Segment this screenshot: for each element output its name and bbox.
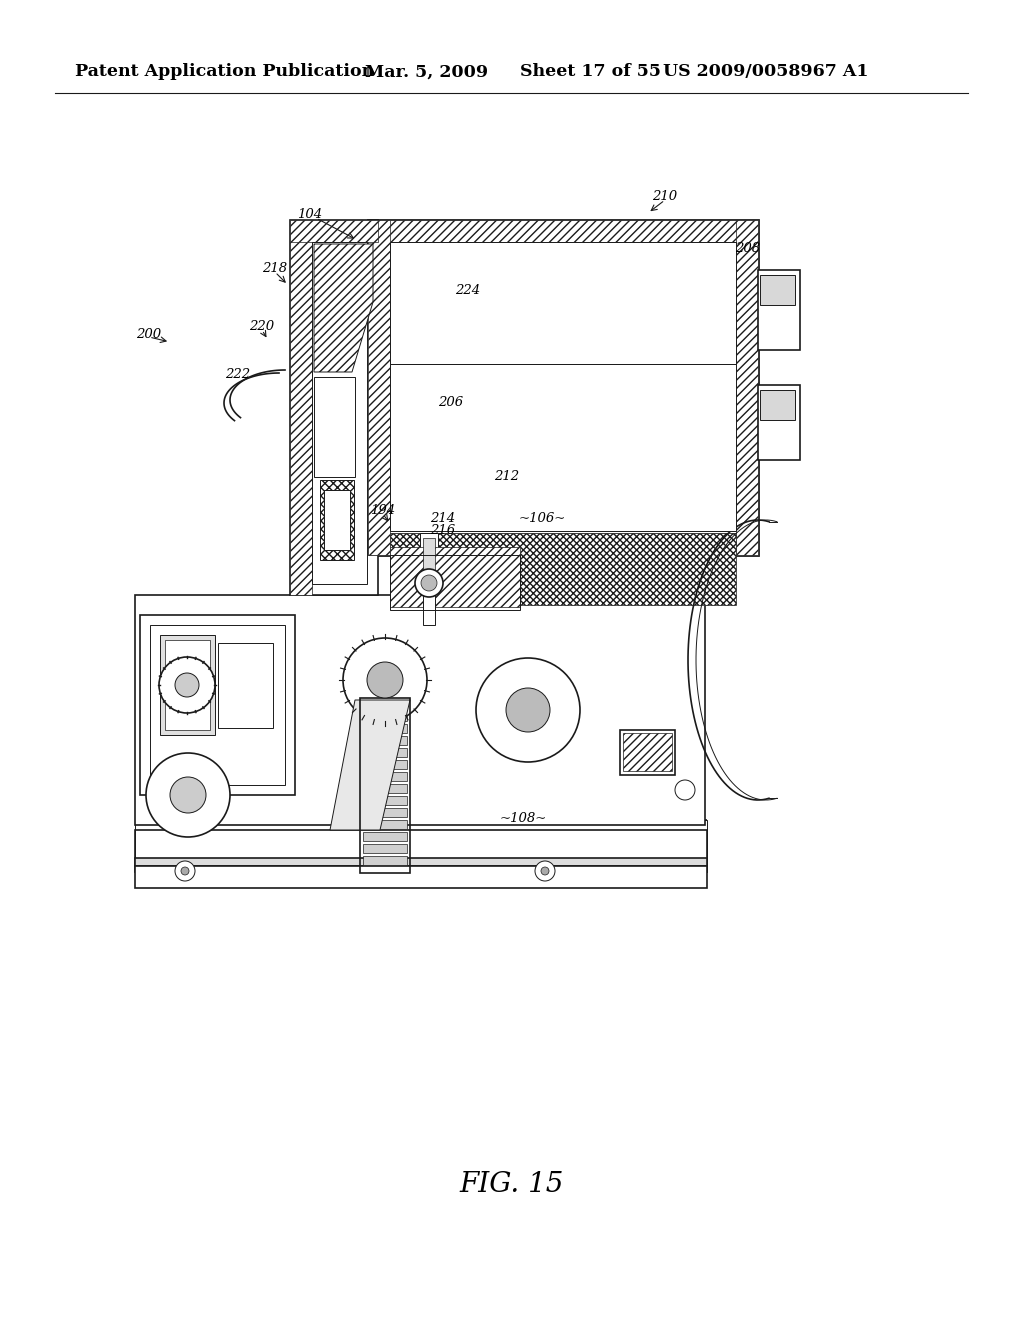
Bar	[758, 271, 800, 350]
Text: ~106~: ~106~	[518, 511, 565, 524]
Bar	[760, 389, 795, 420]
Circle shape	[170, 777, 206, 813]
Circle shape	[476, 657, 580, 762]
Bar	[362, 760, 407, 770]
Circle shape	[541, 867, 549, 875]
Bar	[362, 748, 407, 756]
Text: 224: 224	[456, 284, 480, 297]
Bar	[760, 275, 795, 305]
Text: 200: 200	[136, 327, 162, 341]
Bar	[362, 723, 407, 733]
Polygon shape	[314, 244, 373, 372]
Bar	[362, 855, 407, 865]
Text: Patent Application Publication: Patent Application Publication	[75, 63, 374, 81]
Bar	[362, 808, 407, 817]
Text: 206: 206	[438, 396, 464, 409]
Bar	[150, 624, 285, 785]
Bar	[218, 643, 273, 729]
Circle shape	[159, 657, 215, 713]
Text: US 2009/0058967 A1: US 2009/0058967 A1	[663, 63, 868, 81]
Text: 212: 212	[495, 470, 519, 483]
Circle shape	[506, 688, 550, 733]
Bar	[368, 220, 390, 554]
Bar	[360, 698, 410, 873]
Bar	[319, 480, 354, 560]
Bar	[290, 220, 312, 595]
Text: 210: 210	[652, 190, 678, 202]
Bar	[314, 378, 355, 477]
Circle shape	[175, 861, 195, 880]
Bar	[135, 820, 707, 873]
Circle shape	[367, 663, 403, 698]
Bar	[423, 595, 435, 624]
Text: 104: 104	[297, 209, 323, 222]
Circle shape	[181, 867, 189, 875]
Bar	[135, 858, 707, 866]
Text: 216: 216	[430, 524, 456, 537]
Text: ~108~: ~108~	[500, 812, 547, 825]
Circle shape	[535, 861, 555, 880]
Text: Sheet 17 of 55: Sheet 17 of 55	[520, 63, 662, 81]
Bar	[362, 772, 407, 781]
Bar	[420, 533, 438, 578]
Text: 222: 222	[225, 368, 251, 381]
Bar	[362, 820, 407, 829]
Bar	[368, 533, 758, 554]
Text: 208: 208	[735, 242, 761, 255]
Bar	[736, 220, 758, 554]
Bar	[135, 595, 705, 825]
Bar	[290, 220, 378, 242]
Bar	[620, 730, 675, 775]
Bar	[368, 220, 758, 554]
Bar	[140, 615, 295, 795]
Circle shape	[421, 576, 437, 591]
Bar	[423, 539, 435, 573]
Bar	[362, 784, 407, 793]
Text: FIG. 15: FIG. 15	[460, 1172, 564, 1199]
Bar	[362, 843, 407, 853]
Bar	[165, 640, 210, 730]
Bar	[390, 533, 736, 605]
Bar	[390, 546, 520, 607]
Circle shape	[146, 752, 230, 837]
Bar	[362, 832, 407, 841]
Circle shape	[415, 569, 443, 597]
Text: Mar. 5, 2009: Mar. 5, 2009	[365, 63, 488, 81]
Bar	[362, 737, 407, 744]
Circle shape	[675, 780, 695, 800]
Bar	[160, 635, 215, 735]
Bar	[362, 711, 407, 721]
Polygon shape	[330, 700, 410, 830]
Circle shape	[343, 638, 427, 722]
Bar	[758, 385, 800, 459]
Bar	[135, 830, 707, 873]
Bar	[324, 490, 350, 550]
Text: 220: 220	[250, 319, 274, 333]
Bar	[362, 700, 407, 709]
Bar	[135, 866, 707, 888]
Bar	[623, 733, 672, 771]
Text: 218: 218	[262, 261, 288, 275]
Circle shape	[175, 673, 199, 697]
Text: 194: 194	[371, 504, 395, 517]
Text: 214: 214	[430, 511, 456, 524]
Bar	[390, 554, 520, 610]
Bar	[362, 796, 407, 805]
Bar	[290, 220, 378, 595]
Bar	[390, 242, 736, 364]
Bar	[390, 364, 736, 531]
Bar	[368, 220, 758, 242]
Bar	[312, 242, 367, 583]
